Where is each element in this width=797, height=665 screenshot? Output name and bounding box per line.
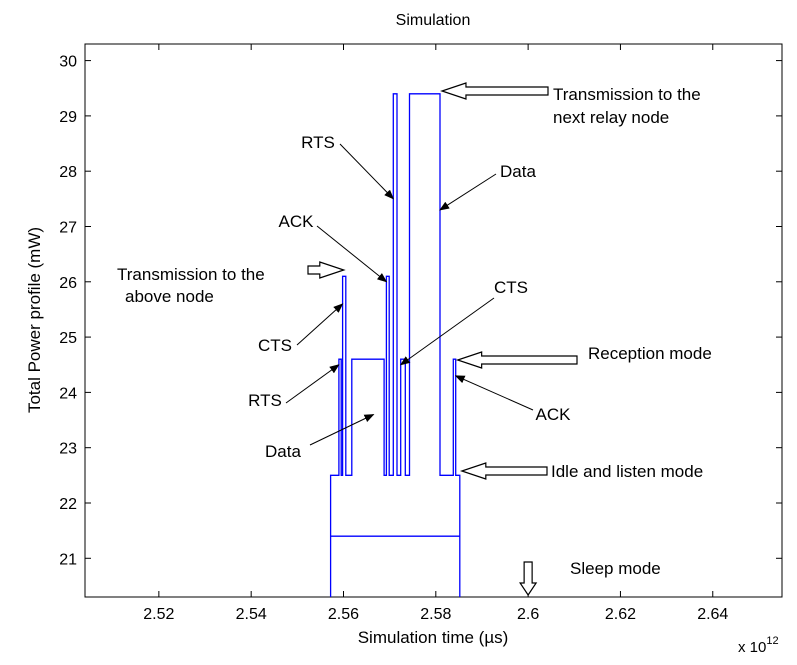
annotation-text: CTS: [258, 336, 292, 355]
x-exponent-base: x 10: [738, 639, 766, 656]
x-axis-ticks: 2.52 2.54 2.56 2.58 2.6 2.62 2.64: [143, 44, 728, 623]
annotation-arrow: [339, 143, 395, 200]
y-tick-label: 23: [59, 441, 77, 458]
annotation-layer: Transmission to the next relay node RTS Dat…: [117, 82, 712, 597]
annotation-arrow: [439, 173, 497, 211]
x-tick-label: 2.58: [420, 606, 451, 623]
y-tick-label: 26: [59, 275, 77, 292]
annotation-text: Transmission to the: [553, 85, 701, 104]
x-tick-label: 2.6: [517, 606, 539, 623]
x-tick-label: 2.54: [236, 606, 267, 623]
annotation-arrow: [296, 303, 344, 346]
chart-title: Simulation: [396, 12, 471, 29]
annotation-arrow: [454, 375, 534, 411]
annotation-arrow: [309, 414, 375, 446]
annotation-arrow: [285, 364, 340, 404]
annotation-text: Data: [265, 442, 301, 461]
annotation-block-arrow: [519, 561, 538, 597]
x-tick-label: 2.64: [697, 606, 728, 623]
annotation-block-arrow: [307, 261, 346, 279]
annotation-text: CTS: [494, 278, 528, 297]
y-tick-label: 30: [59, 54, 77, 71]
annotation-text: RTS: [301, 133, 335, 152]
x-axis-exponent: x 1012: [738, 635, 779, 656]
x-tick-label: 2.56: [328, 606, 359, 623]
series-layer: [329, 93, 461, 597]
annotation-text: Data: [500, 162, 536, 181]
y-tick-label: 21: [59, 551, 77, 568]
y-tick-label: 29: [59, 109, 77, 126]
annotation-text: Idle and listen mode: [551, 462, 703, 481]
annotation-block-arrow: [440, 82, 549, 100]
annotation-text: RTS: [248, 391, 282, 410]
annotation-text: Sleep mode: [570, 559, 661, 578]
y-axis-label: Total Power profile (mW): [25, 227, 44, 413]
annotation-text: next relay node: [553, 108, 669, 127]
annotation-block-arrow: [459, 462, 548, 480]
annotation-text: above node: [125, 287, 214, 306]
y-axis-ticks: 21 22 23 24 25 26 27 28 29 30: [59, 54, 782, 568]
annotation-arrow: [399, 297, 495, 366]
annotation-block-arrow: [455, 351, 578, 369]
x-exponent-power: 12: [766, 635, 778, 647]
annotation-text: Transmission to the: [117, 265, 265, 284]
y-tick-label: 24: [59, 385, 77, 402]
x-tick-label: 2.52: [143, 606, 174, 623]
y-tick-label: 27: [59, 219, 77, 236]
annotation-text: Reception mode: [588, 344, 712, 363]
annotation-text: ACK: [536, 405, 572, 424]
y-tick-label: 22: [59, 496, 77, 513]
series-line-0: [329, 93, 461, 597]
annotation-arrow: [316, 225, 388, 283]
x-axis-label: Simulation time (µs): [358, 628, 509, 647]
x-tick-label: 2.62: [605, 606, 636, 623]
y-tick-label: 25: [59, 330, 77, 347]
y-tick-label: 28: [59, 164, 77, 181]
annotation-text: ACK: [279, 212, 315, 231]
plot-area: [84, 43, 783, 598]
